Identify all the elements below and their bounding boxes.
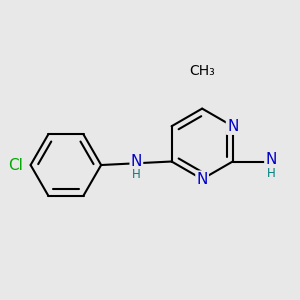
- Text: N: N: [265, 152, 277, 167]
- Text: H: H: [267, 167, 275, 180]
- Text: CH₃: CH₃: [189, 64, 215, 78]
- Text: H: H: [132, 168, 141, 182]
- Text: Cl: Cl: [8, 158, 23, 172]
- Text: N: N: [196, 172, 208, 187]
- Text: N: N: [227, 119, 238, 134]
- Text: N: N: [131, 154, 142, 169]
